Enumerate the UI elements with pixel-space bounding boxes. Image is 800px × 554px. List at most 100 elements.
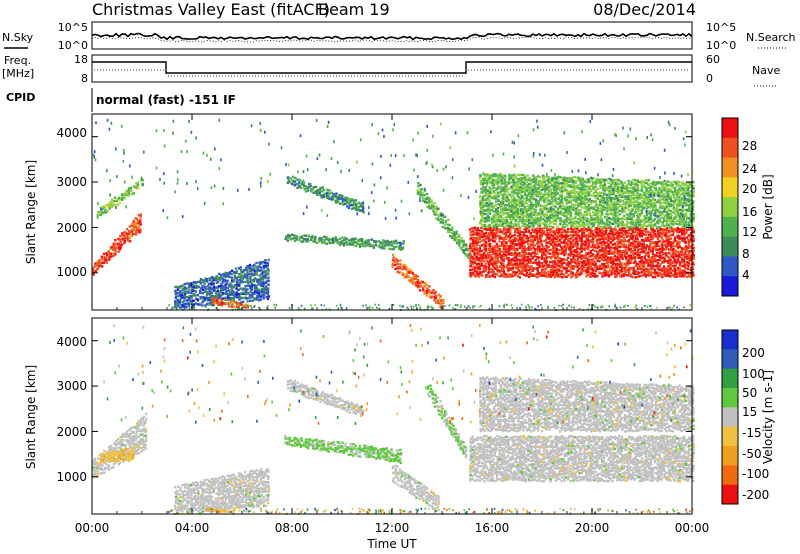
power-echo-cell [631, 249, 634, 253]
power-echo-cell [689, 254, 692, 257]
power-echo-cell [476, 250, 479, 254]
power-echo-cell [654, 235, 658, 238]
power-echo-cell [452, 231, 456, 234]
power-echo-cell [571, 273, 575, 276]
power-echo-cell [514, 211, 517, 214]
power-echo-cell [423, 292, 426, 295]
power-echo-cell [554, 205, 557, 208]
power-echo-cell [504, 246, 507, 250]
power-echo-cell [669, 275, 672, 278]
power-echo-cell [512, 270, 515, 274]
power-echo-cell [685, 261, 689, 264]
power-echo-cell [636, 231, 639, 235]
power-echo-cell [664, 234, 668, 237]
power-echo-cell [577, 179, 580, 182]
power-echo-cell [501, 176, 504, 179]
power-echo-cell [123, 234, 126, 237]
power-echo-cell [658, 268, 662, 271]
power-echo-cell [265, 295, 268, 298]
power-echo-cell [640, 260, 643, 263]
power-echo-cell [553, 245, 556, 248]
power-echo-cell [662, 228, 666, 231]
power-echo-cell [581, 177, 585, 181]
power-echo-cell [653, 257, 657, 261]
power-echo-cell [579, 224, 582, 227]
power-echo-cell [543, 178, 546, 181]
power-echo-cell [609, 183, 613, 186]
power-echo-cell [636, 214, 639, 217]
power-echo-cell [645, 216, 648, 219]
power-echo-cell [596, 246, 599, 249]
power-echo-cell [309, 185, 312, 188]
power-echo-cell [678, 269, 682, 273]
power-echo-cell [625, 186, 629, 189]
power-echo-cell [565, 247, 568, 250]
power-echo-cell [563, 249, 566, 253]
power-echo-cell [581, 188, 585, 192]
power-echo-cell [502, 262, 505, 265]
power-echo-cell [500, 274, 503, 277]
power-echo-cell [625, 262, 628, 266]
power-echo-cell [112, 254, 115, 257]
power-echo-cell [669, 271, 673, 274]
power-echo-cell [204, 287, 207, 290]
power-echo-cell [203, 282, 206, 285]
power-echo-cell [444, 226, 447, 230]
power-echo-cell [568, 177, 571, 180]
power-echo-cell [501, 180, 504, 183]
power-echo-cell [251, 293, 254, 297]
power-echo-cell [665, 252, 668, 255]
power-echo-cell [614, 265, 617, 268]
power-echo-cell [444, 219, 448, 223]
power-echo-cell [687, 244, 691, 248]
power-echo-cell [508, 204, 511, 208]
power-echo-cell [174, 295, 178, 299]
power-echo-cell [539, 204, 542, 207]
power-echo-cell [510, 262, 513, 265]
power-echo-cell [187, 302, 190, 305]
power-echo-cell [591, 241, 594, 245]
power-echo-cell [616, 238, 620, 241]
power-echo-cell [661, 238, 664, 241]
power-echo-cell [691, 271, 695, 274]
power-echo-cell [585, 252, 588, 255]
power-echo-cell [197, 303, 200, 306]
power-echo-cell [534, 186, 537, 189]
power-echo-cell [574, 219, 578, 222]
power-echo-cell [565, 195, 569, 199]
power-echo-cell [640, 229, 644, 233]
power-echo-cell [656, 271, 659, 274]
power-echo-cell [505, 223, 509, 226]
power-echo-cell [549, 234, 553, 237]
power-echo-cell [359, 209, 362, 212]
power-echo-cell [479, 205, 482, 208]
power-echo-cell [623, 196, 626, 199]
power-echo-cell [588, 180, 591, 184]
power-echo-cell [483, 265, 486, 268]
power-echo-cell [591, 269, 594, 272]
power-echo-cell [632, 270, 635, 273]
power-echo-cell [183, 294, 186, 297]
power-echo-cell [518, 201, 522, 204]
power-echo-cell [288, 181, 292, 184]
power-echo-cell [556, 209, 560, 212]
power-echo-cell [210, 297, 213, 300]
power-echo-cell [221, 293, 224, 296]
power-echo-cell [620, 262, 623, 265]
power-echo-cell [203, 279, 207, 282]
power-echo-cell [336, 199, 340, 202]
power-echo-cell [598, 260, 601, 263]
power-echo-cell [515, 271, 519, 274]
power-echo-cell [253, 263, 256, 267]
power-echo-cell [563, 241, 566, 245]
power-echo-cell [625, 235, 629, 238]
power-echo-cell [491, 237, 495, 240]
power-echo-cell [519, 188, 522, 192]
power-echo-cell [609, 225, 612, 229]
power-echo-cell [645, 182, 649, 185]
power-echo-cell [512, 180, 515, 183]
power-echo-cell [535, 233, 539, 237]
power-echo-cell [441, 213, 444, 216]
power-echo-cell [605, 245, 608, 248]
power-echo-cell [105, 258, 108, 262]
